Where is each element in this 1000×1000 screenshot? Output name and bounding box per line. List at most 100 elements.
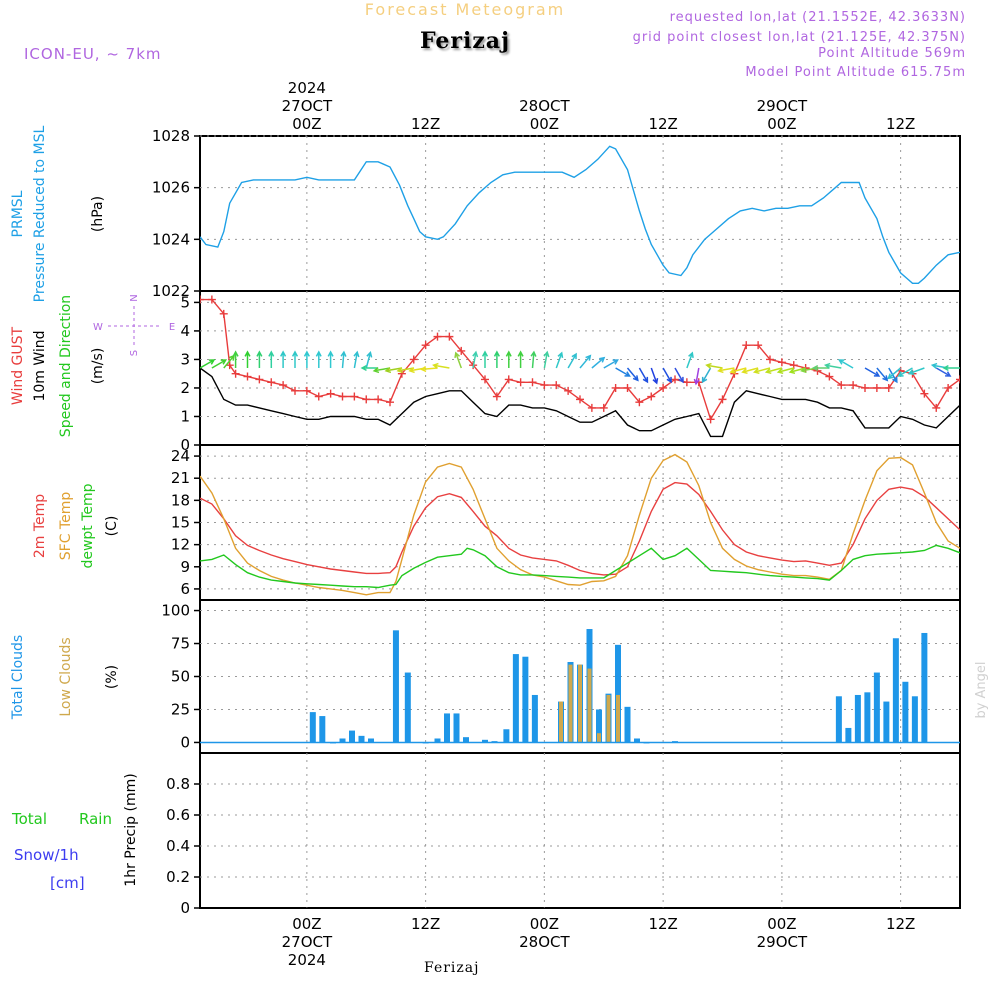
gust-marker bbox=[552, 381, 561, 390]
axis-label: Rain bbox=[79, 810, 112, 828]
wind-arrow bbox=[454, 351, 463, 369]
product-title: Forecast Meteogram bbox=[364, 0, 566, 19]
gust-marker bbox=[504, 375, 513, 384]
wind-arrow bbox=[543, 350, 550, 369]
series-line-2m-temp bbox=[200, 481, 960, 576]
time-tick-label: 00Z bbox=[530, 115, 559, 133]
y-tick-label: 1024 bbox=[152, 230, 190, 248]
footer-station: Ferizaj bbox=[424, 960, 480, 976]
y-tick-label: 1028 bbox=[152, 127, 190, 145]
axis-label: (m/s) bbox=[90, 348, 106, 385]
wind-arrow bbox=[505, 350, 512, 368]
bar-total-clouds bbox=[512, 654, 519, 743]
time-tick-label: 12Z bbox=[648, 115, 677, 133]
gust-marker bbox=[564, 386, 573, 395]
gust-marker bbox=[766, 355, 774, 364]
axis-label: Total Clouds bbox=[10, 635, 26, 720]
wind-arrow bbox=[752, 367, 771, 375]
station-title: Ferizaj bbox=[419, 28, 511, 54]
gust-marker bbox=[243, 372, 252, 381]
bar-total-clouds bbox=[873, 672, 880, 743]
gust-marker bbox=[302, 386, 311, 395]
time-tick-label: 2024 bbox=[288, 951, 326, 969]
gust-marker bbox=[350, 392, 359, 401]
panel-frame bbox=[199, 752, 961, 909]
wind-arrow bbox=[200, 359, 216, 369]
time-tick-label: 2024 bbox=[288, 79, 326, 97]
wind-arrow bbox=[942, 364, 960, 372]
y-tick-label: 0.2 bbox=[166, 868, 190, 886]
bar-total-clouds bbox=[864, 692, 871, 743]
time-tick-label: 00Z bbox=[292, 915, 321, 933]
compass-south: S bbox=[129, 350, 140, 356]
gust-marker bbox=[338, 392, 347, 401]
axis-label: Total bbox=[11, 810, 47, 828]
y-tick-label: 2 bbox=[180, 379, 190, 397]
time-tick-label: 27OCT bbox=[282, 933, 333, 951]
compass-west: W bbox=[93, 322, 103, 333]
bar-low-clouds bbox=[597, 733, 601, 743]
wind-arrow bbox=[530, 350, 537, 369]
y-tick-label: 1 bbox=[180, 407, 190, 425]
axis-label: Snow/1h bbox=[14, 846, 79, 864]
panel-temperature: 6 9 12 15 18 21 24 2m Temp SFC Temp dewpt Temp (C) bbox=[32, 444, 961, 601]
bar-total-clouds bbox=[453, 713, 460, 743]
panel-wind: 0 1 2 3 4 5 Wind GUST 10m Wind Speed and Directi… bbox=[10, 290, 961, 454]
series-line-wind-gust bbox=[200, 298, 960, 421]
y-tick-label: 0 bbox=[180, 436, 190, 454]
gust-marker bbox=[706, 415, 715, 424]
axis-label: PRMSL bbox=[10, 190, 26, 237]
gust-marker bbox=[492, 392, 501, 401]
y-tick-label: 0 bbox=[180, 899, 190, 917]
y-tick-label: 0.4 bbox=[166, 837, 190, 855]
y-tick-label: 4 bbox=[180, 322, 190, 340]
bar-total-clouds bbox=[845, 727, 852, 743]
gust-marker bbox=[884, 383, 893, 392]
gust-marker bbox=[611, 383, 620, 392]
gust-marker bbox=[671, 375, 679, 384]
requested-location: requested lon,lat (21.1552E, 42.3633N) bbox=[669, 10, 966, 25]
axis-label: SFC Temp bbox=[58, 492, 74, 561]
wind-arrow bbox=[256, 350, 263, 368]
wind-arrow bbox=[579, 354, 592, 369]
time-tick-label: 00Z bbox=[292, 115, 321, 133]
wind-arrow bbox=[701, 367, 712, 384]
time-tick-label: 00Z bbox=[767, 115, 796, 133]
gust-marker bbox=[219, 309, 228, 318]
wind-arrow bbox=[935, 367, 952, 377]
gust-marker bbox=[718, 395, 727, 404]
bar-total-clouds bbox=[482, 739, 488, 743]
wind-arrow bbox=[315, 350, 322, 368]
wind-arrow bbox=[788, 367, 806, 375]
y-tick-label: 75 bbox=[171, 635, 190, 653]
wind-arrow bbox=[432, 362, 450, 369]
wind-arrow bbox=[650, 367, 659, 385]
gust-marker bbox=[200, 295, 204, 304]
wind-arrow bbox=[864, 367, 881, 377]
time-tick-label: 29OCT bbox=[757, 97, 808, 115]
bar-total-clouds bbox=[902, 681, 909, 743]
wind-arrow bbox=[705, 362, 723, 369]
time-tick-label: 12Z bbox=[886, 915, 915, 933]
wind-arrow bbox=[365, 350, 373, 369]
gust-marker bbox=[932, 403, 941, 412]
wind-arrow bbox=[493, 350, 500, 368]
gust-marker bbox=[433, 332, 442, 341]
axis-label: 10m Wind bbox=[32, 330, 48, 401]
gust-marker bbox=[742, 341, 751, 350]
gust-marker bbox=[944, 383, 953, 392]
wind-arrow bbox=[291, 350, 299, 368]
bar-total-clouds bbox=[531, 694, 538, 743]
series-line-10m-wind bbox=[200, 367, 960, 438]
model-label: ICON-EU, ~ 7km bbox=[24, 45, 162, 63]
time-tick-label: 00Z bbox=[767, 915, 796, 933]
panel-data bbox=[200, 145, 960, 284]
bar-low-clouds bbox=[578, 664, 582, 743]
wind-arrow bbox=[517, 350, 524, 368]
wind-arrow bbox=[340, 350, 347, 369]
time-tick-label: 12Z bbox=[648, 915, 677, 933]
gust-marker bbox=[872, 383, 881, 392]
wind-arrow bbox=[674, 367, 684, 384]
wind-arrow bbox=[472, 350, 479, 369]
